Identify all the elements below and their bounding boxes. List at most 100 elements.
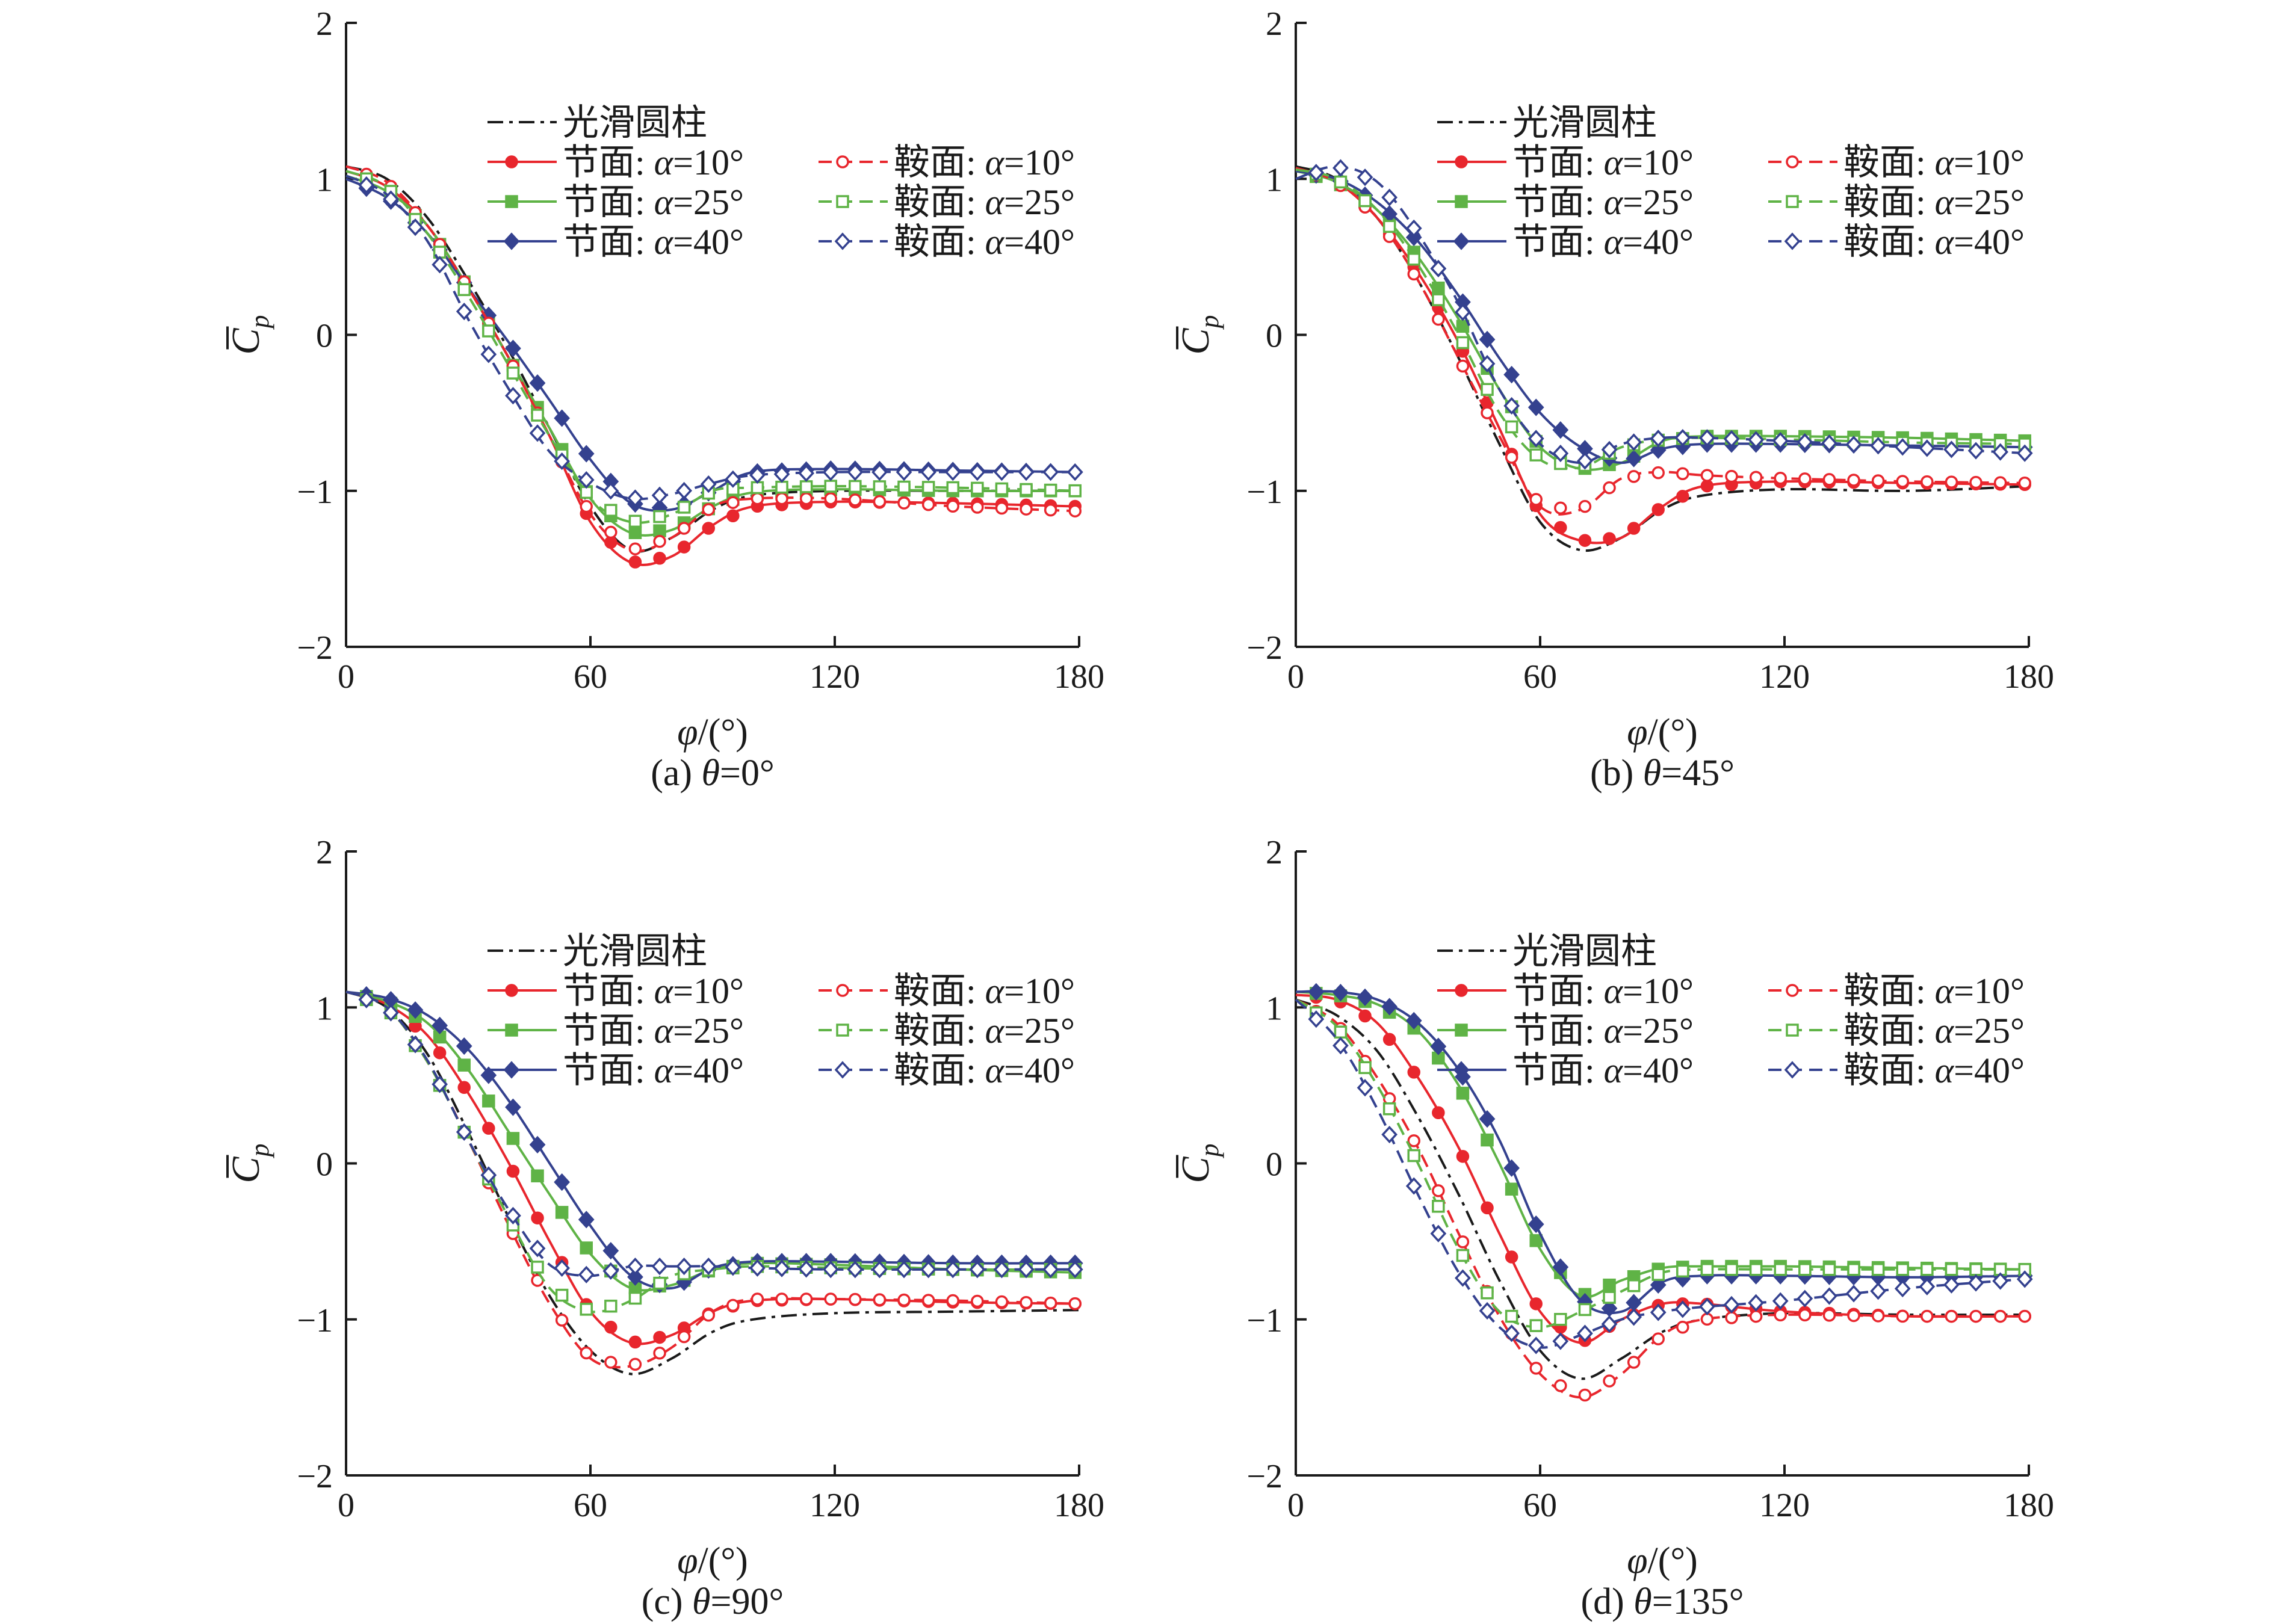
data-point (702, 1309, 715, 1322)
data-point (1626, 449, 1642, 468)
x-tick-label: 0 (338, 658, 354, 696)
data-point (2016, 444, 2033, 462)
legend-entry-6: 鞍面: α=25° (819, 1011, 1075, 1051)
data-point (1357, 168, 1373, 187)
legend-marker (1455, 195, 1468, 208)
data-point (604, 1299, 618, 1313)
data-point (604, 525, 618, 539)
data-point (751, 492, 764, 505)
data-point (1798, 472, 1812, 486)
data-point (628, 555, 642, 569)
data-point (1845, 1285, 1862, 1303)
data-point (1405, 1177, 1422, 1195)
data-point (749, 1259, 766, 1277)
data-point (775, 492, 788, 505)
x-tick-label: 60 (1523, 1487, 1557, 1524)
data-point (1481, 1133, 1494, 1147)
data-point (1993, 1309, 2007, 1323)
series-1 (1295, 998, 2029, 1380)
data-point (456, 303, 472, 321)
data-point (482, 324, 495, 338)
legend-marker (503, 1061, 520, 1079)
data-point (1676, 1264, 1689, 1278)
data-point (1919, 1277, 1936, 1295)
data-point (1308, 983, 1325, 1001)
data-point (775, 480, 788, 494)
legend-entry-1: 光滑圆柱 (1437, 103, 1657, 143)
legend-entry-5: 鞍面: α=10° (1768, 143, 2025, 182)
data-point (432, 1016, 448, 1034)
data-point (580, 1241, 593, 1255)
data-point (995, 501, 1009, 515)
data-point (1749, 1309, 1763, 1323)
data-point (1528, 398, 1544, 416)
data-point (653, 1346, 666, 1360)
y-tick-label: −1 (1246, 1302, 1283, 1339)
x-tick-label: 180 (1054, 658, 1104, 696)
svg-text:Cp: Cp (1174, 1143, 1224, 1183)
data-point (602, 1242, 619, 1260)
legend-label: 光滑圆柱 (1512, 103, 1657, 143)
data-point (628, 514, 642, 528)
legend-label: 鞍面: α=10° (894, 143, 1075, 182)
data-point (1042, 1261, 1059, 1279)
series-6 (345, 170, 1082, 528)
data-point (653, 1330, 666, 1344)
data-point (1068, 504, 1082, 517)
x-tick-label: 120 (809, 658, 860, 696)
data-point (456, 1037, 472, 1055)
data-point (2016, 1270, 2033, 1288)
data-point (1505, 451, 1518, 464)
data-point (651, 1258, 668, 1276)
data-point (1481, 383, 1494, 396)
data-point (1699, 429, 1715, 447)
legend-label: 节面: α=40° (563, 222, 744, 262)
data-point (725, 1258, 741, 1276)
data-point (1308, 164, 1325, 182)
data-point (1650, 1276, 1667, 1294)
data-point (1503, 397, 1520, 415)
data-point (994, 463, 1010, 481)
data-point (1798, 1308, 1812, 1322)
legend-label: 鞍面: α=25° (1843, 1011, 2025, 1051)
data-point (578, 1265, 595, 1283)
data-point (628, 1335, 642, 1349)
legend-entry-4: 节面: α=40° (1437, 222, 1694, 262)
data-point (1627, 470, 1641, 483)
data-point (1871, 474, 1885, 487)
data-point (1699, 1297, 1715, 1316)
data-point (604, 1356, 618, 1369)
y-tick-label: −1 (297, 474, 333, 511)
legend-marker (1786, 155, 1799, 168)
data-point (457, 283, 471, 297)
data-point (1068, 484, 1082, 498)
data-point (677, 540, 691, 554)
data-point (1896, 475, 1909, 488)
y-tick-label: 0 (316, 318, 333, 355)
data-point (1332, 984, 1349, 1002)
data-point (1407, 1066, 1420, 1079)
data-point (506, 1132, 520, 1145)
data-point (529, 424, 546, 442)
data-point (1700, 1263, 1714, 1276)
legend-label: 光滑圆柱 (563, 103, 707, 143)
data-point (1505, 1250, 1518, 1264)
legend-entry-4: 节面: α=40° (488, 222, 744, 262)
data-point (1578, 499, 1592, 513)
legend-label: 节面: α=25° (563, 182, 744, 222)
legend-label: 鞍面: α=40° (894, 222, 1075, 262)
panel-caption: (a) θ=0° (651, 753, 775, 794)
data-point (1749, 1263, 1763, 1276)
data-point (1894, 1280, 1911, 1298)
data-point (1529, 493, 1543, 506)
legend-marker (505, 984, 518, 997)
data-point (751, 1292, 764, 1306)
data-point (1407, 267, 1420, 281)
data-point (1455, 303, 1471, 321)
x-tick-label: 60 (574, 1487, 607, 1524)
data-point (531, 1169, 544, 1182)
data-point (1334, 1025, 1348, 1039)
data-point (482, 1095, 495, 1108)
